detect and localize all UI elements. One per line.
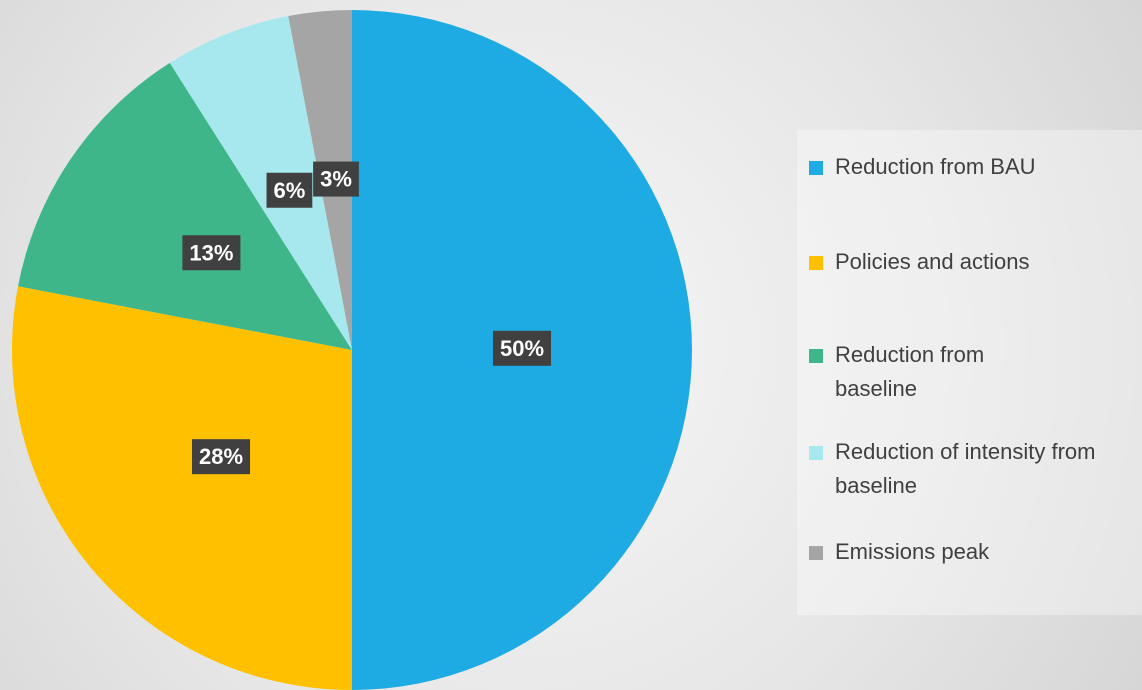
legend-label: Reduction from BAU <box>835 154 1036 179</box>
data-label: 3% <box>320 167 352 192</box>
data-label-group: 28% <box>191 439 251 475</box>
data-label-group: 13% <box>182 235 241 271</box>
legend-swatch <box>809 446 823 460</box>
data-label-group: 6% <box>266 172 313 208</box>
legend-swatch <box>809 349 823 363</box>
legend-label: Policies and actions <box>835 249 1030 274</box>
pie-slice <box>169 16 352 350</box>
data-label-box <box>266 172 313 208</box>
data-label: 13% <box>189 240 233 265</box>
legend-item: Emissions peak <box>809 535 1139 569</box>
data-label-box <box>492 330 552 366</box>
legend-label: Reduction from baseline <box>835 342 985 401</box>
data-label-group: 50% <box>492 330 552 366</box>
legend-label: Emissions peak <box>835 539 990 564</box>
legend-swatch <box>809 546 823 560</box>
data-label: 6% <box>274 178 306 203</box>
pie-slice <box>18 62 352 351</box>
legend-item: Reduction from baseline <box>809 338 1059 406</box>
legend-swatch <box>809 161 823 175</box>
data-label: 28% <box>199 444 243 469</box>
data-label: 50% <box>500 336 544 361</box>
data-label-box <box>191 439 251 475</box>
legend-swatch <box>809 256 823 270</box>
data-label-box <box>313 161 359 197</box>
legend-item: Reduction from BAU <box>809 150 1139 184</box>
data-label-box <box>182 235 241 271</box>
pie-slice <box>12 286 353 690</box>
legend-label: Reduction of intensity from baseline <box>835 439 1096 498</box>
legend-item: Policies and actions <box>809 245 1139 279</box>
legend-item: Reduction of intensity from baseline <box>809 435 1109 503</box>
data-label-group: 3% <box>313 161 359 197</box>
legend: Reduction from BAU Policies and actions Re… <box>797 130 1142 615</box>
